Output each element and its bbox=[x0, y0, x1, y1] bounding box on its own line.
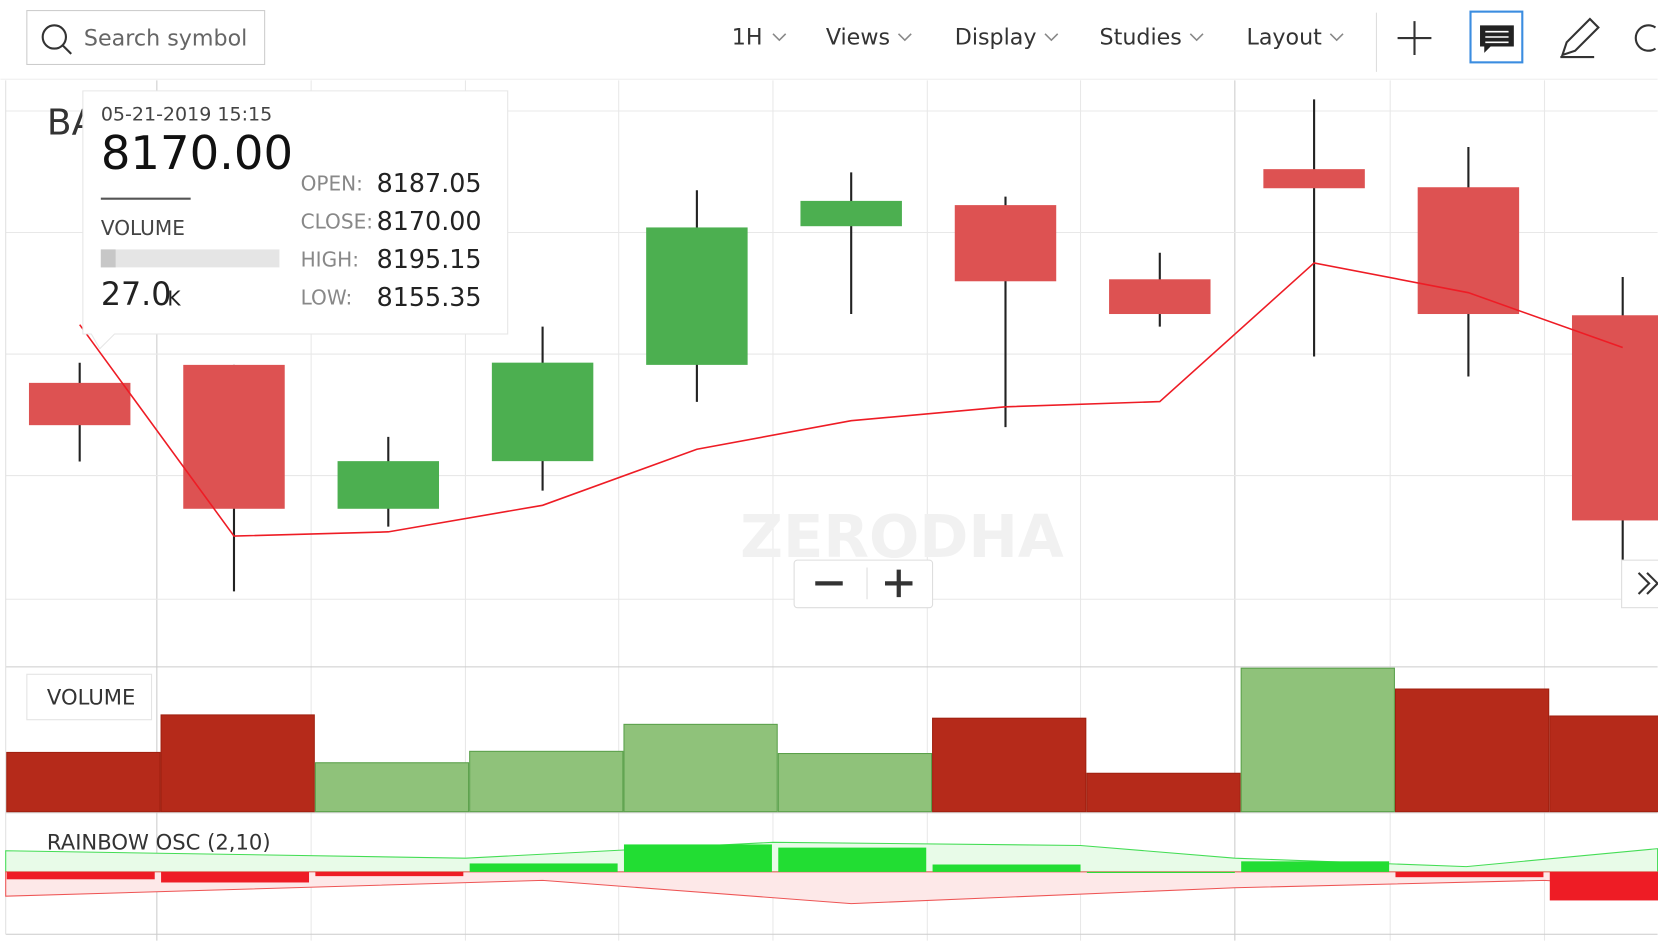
volume-bar bbox=[160, 714, 315, 813]
osc-bar bbox=[315, 871, 464, 877]
volume-bar bbox=[932, 717, 1087, 813]
menu-button[interactable]: Studies bbox=[1100, 25, 1182, 51]
volume-bar bbox=[469, 750, 624, 813]
tooltip-field-label: LOW: bbox=[301, 286, 353, 310]
candle-body bbox=[183, 364, 285, 509]
osc-bar bbox=[1395, 871, 1544, 878]
osc-bar bbox=[469, 863, 618, 872]
tooltip-field-value: 8187.05 bbox=[377, 168, 482, 198]
volume-bar bbox=[314, 762, 470, 813]
tooltip-field-value: 8195.15 bbox=[377, 244, 482, 274]
osc-bar bbox=[6, 871, 155, 880]
candle-body bbox=[1571, 315, 1658, 521]
volume-bar bbox=[1549, 715, 1658, 813]
volume-bar bbox=[1394, 688, 1550, 813]
osc-bar bbox=[1241, 861, 1390, 872]
menu-button[interactable]: Layout bbox=[1246, 25, 1322, 51]
osc-bar bbox=[778, 847, 927, 872]
zoom-control bbox=[793, 559, 934, 609]
volume-pane-title: VOLUME bbox=[47, 685, 135, 710]
osc-bar bbox=[623, 844, 772, 872]
tooltip-field-value: 8170.00 bbox=[377, 206, 482, 236]
menu-caret bbox=[1189, 33, 1204, 42]
candle-body bbox=[800, 200, 902, 227]
tooltip-price: 8170.00 bbox=[101, 126, 293, 180]
tooltip-field-label: CLOSE: bbox=[301, 209, 374, 233]
tooltip-field-value: 8155.35 bbox=[377, 282, 482, 312]
draw-button[interactable] bbox=[1560, 17, 1600, 59]
volume-bar bbox=[6, 751, 161, 813]
menu-caret bbox=[1044, 33, 1059, 42]
interval-button[interactable]: 1H bbox=[732, 25, 763, 51]
candle-body bbox=[1417, 187, 1520, 315]
scroll-right[interactable] bbox=[1621, 559, 1658, 609]
tooltip-field-label: HIGH: bbox=[301, 248, 359, 272]
tooltip-date: 05-21-2019 15:15 bbox=[101, 104, 272, 126]
menu-caret bbox=[1329, 33, 1344, 42]
candle-body bbox=[491, 362, 594, 462]
osc-bar bbox=[1086, 871, 1235, 873]
osc-bar bbox=[1549, 871, 1658, 901]
candle-body bbox=[954, 205, 1057, 282]
osc-bar bbox=[932, 864, 1081, 872]
add-button[interactable] bbox=[1397, 21, 1432, 55]
moving-average-line bbox=[79, 262, 1623, 537]
undo-button[interactable] bbox=[1634, 24, 1657, 52]
candle-body bbox=[28, 382, 131, 426]
zoom-in[interactable] bbox=[885, 569, 913, 598]
candle-body bbox=[1109, 279, 1211, 315]
tooltip-volume-unit: K bbox=[167, 287, 181, 311]
menu-button[interactable]: Views bbox=[826, 25, 890, 51]
menu-caret bbox=[897, 33, 912, 42]
tooltip-field-label: OPEN: bbox=[301, 171, 363, 195]
osc-pane-title: RAINBOW OSC (2,10) bbox=[47, 829, 271, 854]
volume-label-box: VOLUME bbox=[26, 673, 153, 721]
tooltip-volume-label: VOLUME bbox=[101, 216, 185, 240]
osc-bar bbox=[161, 871, 310, 883]
plot bbox=[5, 99, 1658, 905]
tooltip: 05-21-2019 15:15 8170.00 VOLUME 27.0 K O… bbox=[82, 90, 509, 350]
candle-body bbox=[646, 227, 748, 365]
tooltip-volume: 27.0 bbox=[101, 277, 172, 313]
candle-body bbox=[1263, 169, 1365, 189]
menu-button[interactable]: Display bbox=[955, 25, 1037, 51]
candle-body bbox=[337, 461, 440, 509]
toolbar: Search symbol 1H Views Display Studies Layo… bbox=[0, 0, 1658, 80]
search-placeholder[interactable]: Search symbol bbox=[84, 26, 247, 52]
volume-bar bbox=[1086, 772, 1241, 813]
volume-bar bbox=[777, 753, 933, 813]
volume-bar bbox=[623, 723, 778, 813]
volume-bar bbox=[1240, 667, 1395, 813]
